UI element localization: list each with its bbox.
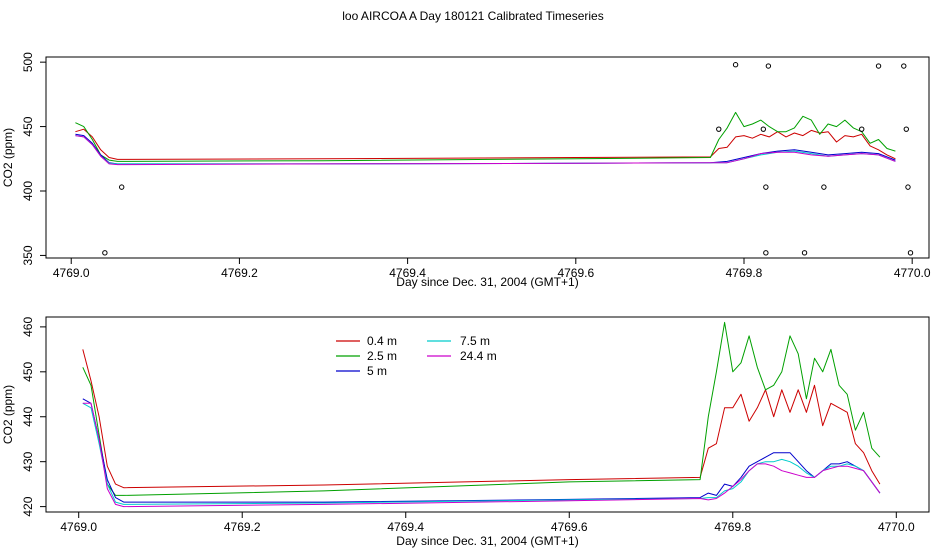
y-tick-label: 440 bbox=[21, 406, 35, 426]
data-point bbox=[102, 250, 108, 256]
series-line-1 bbox=[75, 111, 896, 162]
x-tick-label: 4769.0 bbox=[53, 266, 90, 280]
figure-title: loo AIRCOA A Day 180121 Calibrated Times… bbox=[342, 9, 603, 23]
legend-label-1: 2.5 m bbox=[367, 349, 397, 363]
data-point bbox=[903, 126, 909, 132]
plot-frame bbox=[45, 316, 930, 513]
x-axis-label: Day since Dec. 31, 2004 (GMT+1) bbox=[396, 275, 578, 289]
panel-bottom: 4769.0 4769.2 4769.4 4769.6 4769.8 4770.0 420 4… bbox=[1, 316, 930, 548]
y-tick-label: 460 bbox=[21, 317, 35, 337]
data-point bbox=[760, 126, 767, 132]
data-point bbox=[907, 250, 914, 256]
y-tick-label: 430 bbox=[21, 451, 35, 471]
x-tick-label: 4769.2 bbox=[224, 520, 261, 534]
x-tick-label: 4769.6 bbox=[557, 266, 594, 280]
series-line-1 bbox=[82, 321, 881, 496]
x-tick-label: 4770.0 bbox=[894, 266, 931, 280]
y-tick-label: 500 bbox=[21, 52, 35, 72]
data-point bbox=[716, 126, 722, 132]
data-point bbox=[118, 184, 125, 190]
data-point bbox=[875, 63, 882, 69]
plot-frame bbox=[45, 56, 930, 259]
x-axis-label: Day since Dec. 31, 2004 (GMT+1) bbox=[396, 534, 578, 548]
y-axis-label: CO2 (ppm) bbox=[1, 385, 15, 444]
data-point bbox=[905, 184, 911, 190]
series-line-4 bbox=[82, 402, 881, 508]
x-tick-label: 4770.0 bbox=[878, 520, 915, 534]
panel-top: 4769.0 4769.2 4769.4 4769.6 4769.8 4770.0 350 4… bbox=[1, 52, 931, 289]
x-tick-label: 4769.6 bbox=[551, 520, 588, 534]
data-point bbox=[732, 62, 739, 68]
x-tick-label: 4769.8 bbox=[714, 520, 751, 534]
data-point bbox=[763, 184, 769, 190]
legend-label-0: 0.4 m bbox=[367, 334, 397, 348]
data-point bbox=[765, 63, 772, 69]
x-tick-label: 4769.0 bbox=[60, 520, 97, 534]
y-tick-label: 350 bbox=[21, 245, 35, 265]
legend-label-2: 5 m bbox=[367, 364, 387, 378]
data-point bbox=[801, 250, 808, 256]
data-point bbox=[763, 250, 769, 256]
y-tick-label: 420 bbox=[21, 496, 35, 516]
y-tick-label: 400 bbox=[21, 181, 35, 201]
legend-label-4: 24.4 m bbox=[460, 349, 497, 363]
series-line-2 bbox=[75, 133, 896, 165]
data-point bbox=[821, 184, 827, 190]
y-axis-label: CO2 (ppm) bbox=[1, 128, 15, 187]
y-tick-label: 450 bbox=[21, 116, 35, 136]
series-line-2 bbox=[82, 398, 881, 503]
data-point bbox=[901, 63, 907, 69]
series-line-0 bbox=[82, 349, 881, 489]
y-tick-label: 450 bbox=[21, 361, 35, 381]
x-tick-label: 4769.4 bbox=[387, 520, 424, 534]
x-tick-label: 4769.8 bbox=[726, 266, 763, 280]
data-point bbox=[859, 126, 865, 132]
legend-label-3: 7.5 m bbox=[460, 334, 490, 348]
series-line-0 bbox=[75, 128, 896, 160]
series-line-4 bbox=[75, 135, 896, 166]
x-tick-label: 4769.4 bbox=[389, 266, 426, 280]
x-tick-label: 4769.2 bbox=[221, 266, 258, 280]
